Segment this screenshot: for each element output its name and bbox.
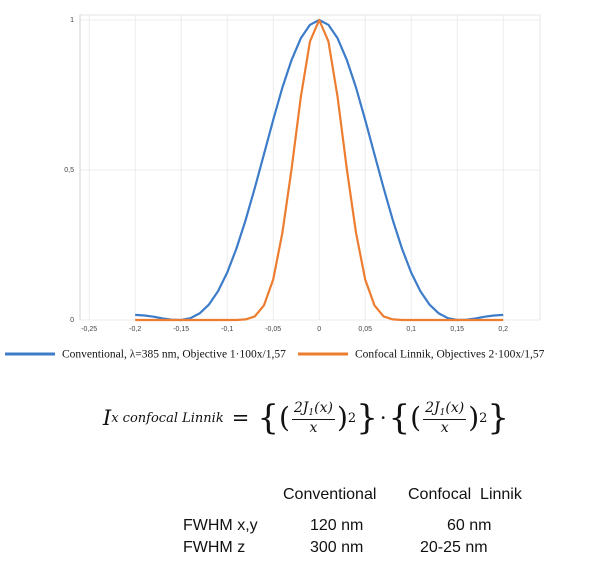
row-label: FWHM x,y	[183, 517, 258, 534]
x-tick-label: -0,05	[265, 326, 281, 333]
column-header: Conventional	[283, 486, 377, 503]
formula-paren: (	[278, 401, 290, 434]
formula-paren: (	[410, 401, 422, 434]
formula-num-sub: 1	[439, 408, 446, 418]
x-tick-label: -0,2	[129, 326, 141, 333]
formula-equals: =	[231, 406, 250, 430]
formula-brace: }	[356, 398, 378, 438]
x-tick-label: -0,25	[81, 326, 97, 333]
cell: 300 nm	[310, 539, 364, 556]
plot-frame	[79, 14, 541, 321]
column-header: Confocal Linnik	[408, 486, 522, 503]
formula-num: 2J	[293, 400, 309, 416]
chart: -0,25 -0,2 -0,15 -0,1 -0,05 0 0,05 0,1 0,15 0,2 0 0…	[5, 14, 545, 361]
cell: 60 nm	[447, 517, 492, 534]
y-tick-label: 1	[70, 17, 74, 24]
formula-exp: 2	[347, 410, 357, 426]
y-tick-label: 0,5	[64, 167, 74, 174]
legend-label: Conventional, λ=385 nm, Objective 1·100x…	[62, 349, 286, 361]
formula-paren: )	[468, 401, 480, 434]
x-tick-label: -0,15	[173, 326, 189, 333]
formula-num: 2J	[425, 400, 440, 416]
row-label: FWHM z	[183, 539, 246, 556]
cell: 120 nm	[310, 517, 364, 534]
formula-dot: ·	[379, 406, 387, 430]
formula-paren: )	[336, 401, 348, 434]
x-tick-label: 0,05	[358, 326, 372, 333]
formula-exp: 2	[479, 410, 488, 426]
formula-brace: {	[257, 398, 279, 438]
formula-fraction: 2J1(x) x	[423, 400, 467, 436]
formula-lhs-sub: x confocal Linnik	[111, 410, 224, 426]
legend-label: Confocal Linnik, Objectives 2·100x/1,57	[355, 349, 545, 361]
x-tick-label: 0,1	[406, 326, 416, 333]
cell: 20-25 nm	[420, 539, 488, 556]
x-tick-label: 0,2	[498, 326, 508, 333]
formula-lhs: I	[102, 406, 112, 430]
series-line	[135, 18, 504, 322]
formula-num-arg: (x)	[314, 400, 333, 416]
formula-fraction: 2J1(x) x	[291, 400, 335, 436]
formula-brace: }	[487, 398, 510, 438]
formula-num-arg: (x)	[445, 400, 465, 416]
formula-den: x	[309, 420, 318, 436]
y-tick-label: 0	[70, 317, 74, 324]
formula-brace: {	[388, 398, 411, 438]
x-tick-label: -0,1	[221, 326, 233, 333]
x-tick-label: 0	[317, 326, 321, 333]
x-tick-label: 0,15	[450, 326, 464, 333]
formula-num-sub: 1	[308, 408, 315, 418]
formula-den: x	[440, 420, 449, 436]
